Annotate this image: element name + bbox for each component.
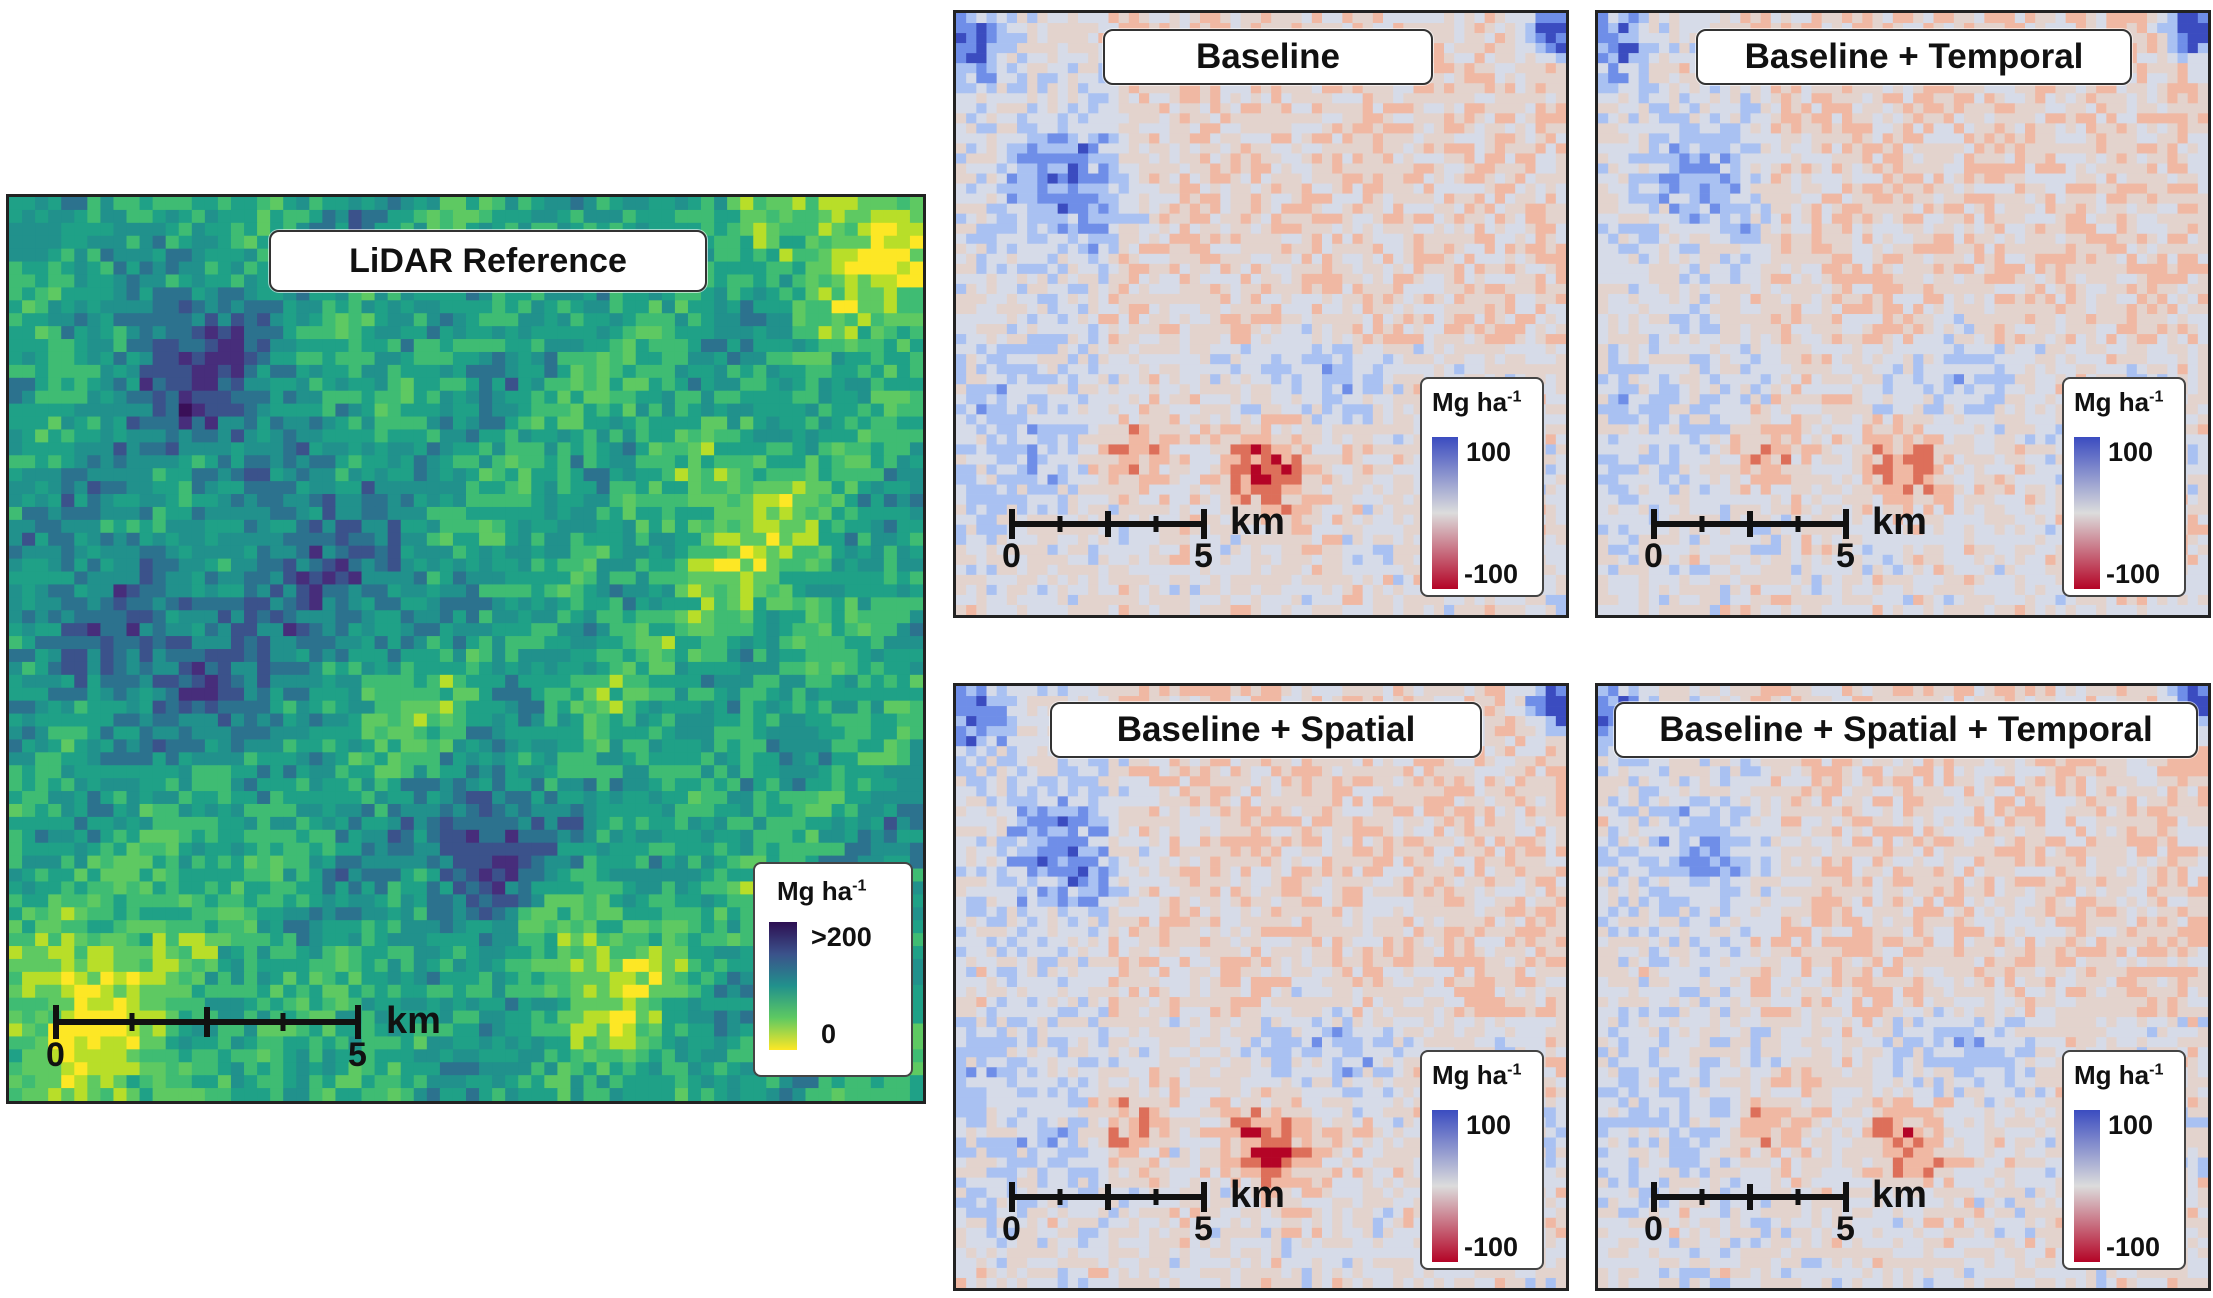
scale-unit-label: km bbox=[1872, 501, 1927, 543]
legend-min-label: -100 bbox=[1464, 1232, 1519, 1262]
legend-colorbar bbox=[769, 922, 797, 1050]
legend-max-label: 100 bbox=[2108, 1110, 2154, 1140]
legend-min-label: -100 bbox=[1464, 559, 1519, 589]
scale-unit-label: km bbox=[1230, 1174, 1285, 1216]
scale-bar: 0 5 km bbox=[1644, 1174, 1927, 1260]
panel-title: Baseline + Temporal bbox=[1696, 29, 2132, 85]
panel-title: Baseline + Spatial bbox=[1050, 702, 1482, 758]
legend-max-label: 100 bbox=[1466, 1110, 1512, 1140]
lidar-reference-map: LiDAR Reference Mg ha-1 >200 0 0 5 km bbox=[6, 194, 926, 1104]
scale-end-label: 5 bbox=[1836, 1210, 1855, 1248]
legend-unit: Mg ha-1 bbox=[1432, 387, 1522, 417]
map-panel-baseline-spatial-temporal: Baseline + Spatial + Temporal Mg ha-1 10… bbox=[1595, 683, 2211, 1291]
legend-colorbar bbox=[1432, 437, 1458, 589]
scale-unit-label: km bbox=[1872, 1174, 1927, 1216]
legend-min-label: 0 bbox=[821, 1019, 837, 1049]
scale-end-label: 5 bbox=[1194, 1210, 1213, 1248]
legend-colorbar bbox=[2074, 437, 2100, 589]
difference-raster bbox=[1598, 686, 2208, 1288]
legend-min-label: -100 bbox=[2106, 559, 2161, 589]
scale-bar: 0 5 km bbox=[46, 1000, 441, 1082]
map-legend: Mg ha-1 100 -100 bbox=[2062, 377, 2186, 597]
panel-title: Baseline bbox=[1103, 29, 1433, 85]
scale-end-label: 5 bbox=[348, 1036, 367, 1074]
map-panel-baseline: Baseline Mg ha-1 100 -100 0 5 km bbox=[953, 10, 1569, 618]
legend-unit: Mg ha-1 bbox=[2074, 1060, 2164, 1090]
map-legend: Mg ha-1 100 -100 bbox=[1420, 377, 1544, 597]
scale-start-label: 0 bbox=[1644, 537, 1663, 575]
scale-unit-label: km bbox=[1230, 501, 1285, 543]
scale-start-label: 0 bbox=[1002, 1210, 1021, 1248]
legend-max-label: >200 bbox=[811, 922, 872, 952]
scale-start-label: 0 bbox=[46, 1036, 65, 1074]
scale-start-label: 0 bbox=[1644, 1210, 1663, 1248]
scale-bar-graphic bbox=[1009, 1182, 1207, 1212]
scale-bar-graphic bbox=[1651, 1182, 1849, 1212]
scale-end-label: 5 bbox=[1194, 537, 1213, 575]
scale-start-label: 0 bbox=[1002, 537, 1021, 575]
legend-min-label: -100 bbox=[2106, 1232, 2161, 1262]
map-legend: Mg ha-1 100 -100 bbox=[1420, 1050, 1544, 1270]
panel-title: LiDAR Reference bbox=[269, 230, 707, 292]
scale-end-label: 5 bbox=[1836, 537, 1855, 575]
scale-bar: 0 5 km bbox=[1644, 501, 1927, 587]
difference-raster bbox=[1598, 13, 2208, 615]
map-legend: Mg ha-1 >200 0 bbox=[753, 862, 913, 1077]
legend-max-label: 100 bbox=[1466, 437, 1512, 467]
legend-unit: Mg ha-1 bbox=[777, 876, 867, 906]
scale-bar: 0 5 km bbox=[1002, 1174, 1285, 1260]
panel-title: Baseline + Spatial + Temporal bbox=[1614, 702, 2198, 758]
scale-bar-graphic bbox=[1651, 509, 1849, 539]
map-legend: Mg ha-1 100 -100 bbox=[2062, 1050, 2186, 1270]
scale-unit-label: km bbox=[386, 1000, 441, 1042]
scale-bar: 0 5 km bbox=[1002, 501, 1285, 587]
map-panel-baseline-spatial: Baseline + Spatial Mg ha-1 100 -100 0 5 … bbox=[953, 683, 1569, 1291]
legend-colorbar bbox=[1432, 1110, 1458, 1262]
scale-bar-graphic bbox=[1009, 509, 1207, 539]
map-panel-baseline-temporal: Baseline + Temporal Mg ha-1 100 -100 0 5… bbox=[1595, 10, 2211, 618]
legend-colorbar bbox=[2074, 1110, 2100, 1262]
scale-bar-graphic bbox=[53, 1005, 361, 1039]
difference-raster bbox=[956, 686, 1566, 1288]
legend-unit: Mg ha-1 bbox=[2074, 387, 2164, 417]
legend-unit: Mg ha-1 bbox=[1432, 1060, 1522, 1090]
legend-max-label: 100 bbox=[2108, 437, 2154, 467]
